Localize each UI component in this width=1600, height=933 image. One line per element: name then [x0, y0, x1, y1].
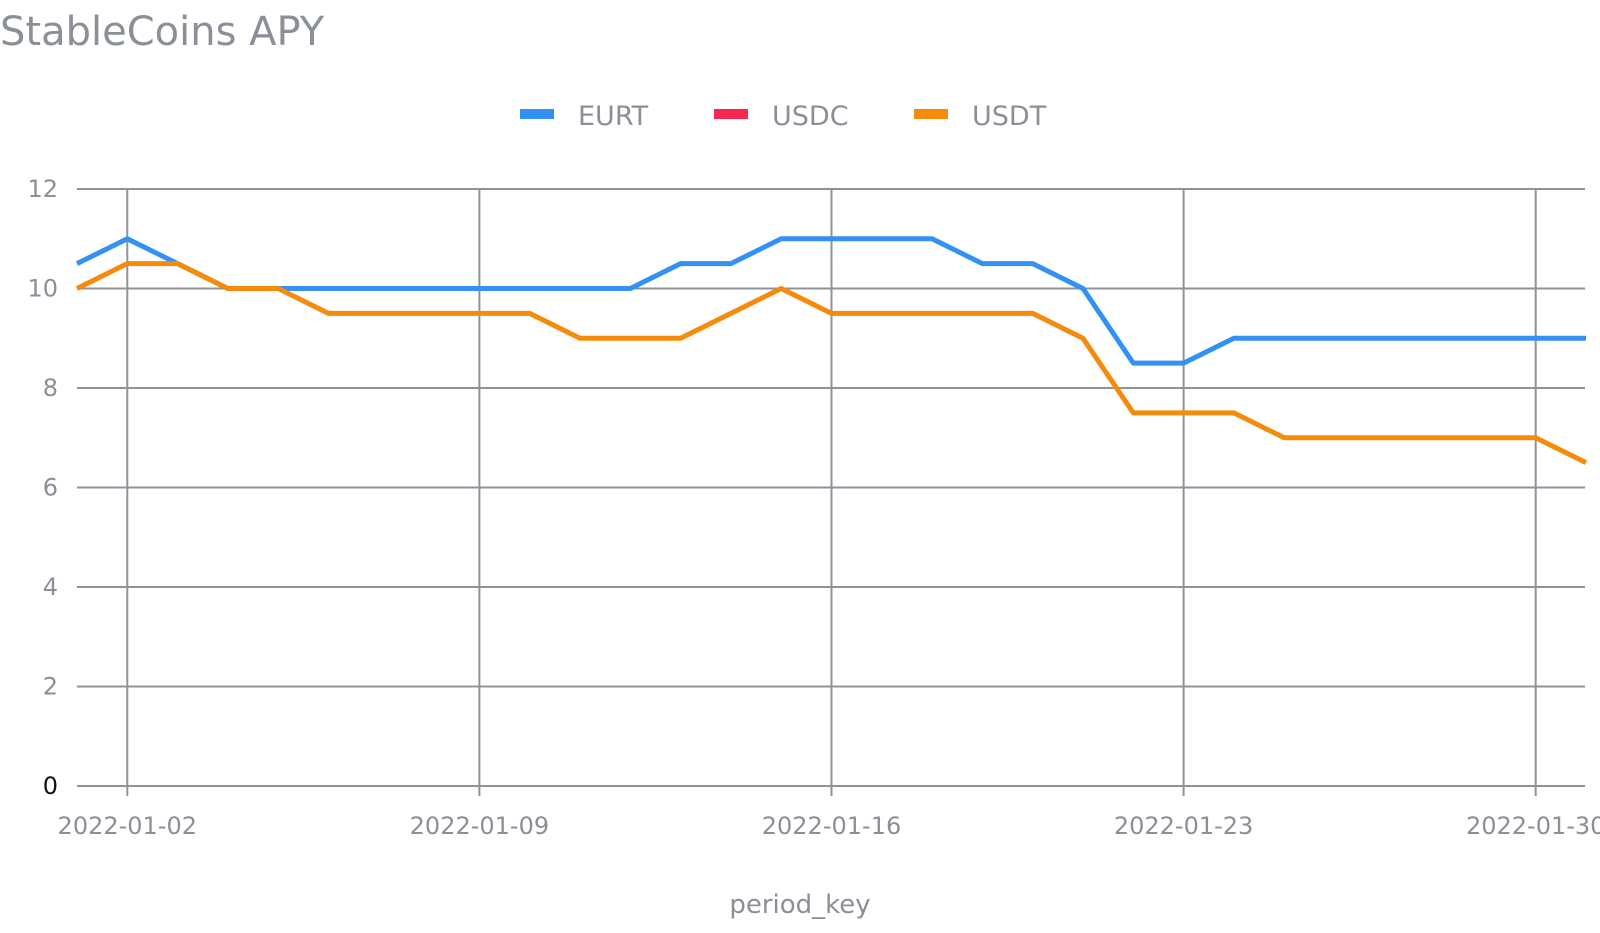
x-tick-label: 2022-01-02 — [58, 812, 197, 840]
legend-swatch-usdc — [714, 109, 748, 119]
x-tick-label: 2022-01-30 — [1466, 812, 1600, 840]
y-tick-label: 0 — [43, 772, 58, 800]
y-tick-label: 6 — [43, 474, 58, 502]
x-axis-label: period_key — [729, 890, 870, 920]
legend: EURT USDC USDT — [520, 101, 1047, 132]
legend-label-usdt: USDT — [972, 101, 1047, 132]
x-tick-label: 2022-01-09 — [410, 812, 549, 840]
y-tick-label: 2 — [43, 673, 58, 701]
legend-label-usdc: USDC — [772, 101, 849, 132]
chart-title: StableCoins APY — [0, 9, 325, 55]
series-line-eurt — [75, 236, 1586, 366]
legend-swatch-usdt — [914, 109, 948, 119]
legend-label-eurt: EURT — [578, 101, 649, 132]
x-tick-label: 2022-01-16 — [762, 812, 901, 840]
y-tick-label: 10 — [27, 275, 58, 303]
y-axis-ticks: 0 2 4 6 8 10 12 — [27, 175, 58, 800]
x-tick-label: 2022-01-23 — [1114, 812, 1253, 840]
x-axis-ticks: 2022-01-02 2022-01-09 2022-01-16 2022-01-23… — [58, 812, 1600, 840]
series-lines — [75, 236, 1588, 465]
legend-swatch-eurt — [520, 109, 554, 119]
y-tick-label: 4 — [43, 573, 58, 601]
y-tick-label: 8 — [43, 374, 58, 402]
grid — [77, 188, 1585, 796]
series-line-usdt — [75, 261, 1588, 465]
y-tick-label: 12 — [27, 175, 58, 203]
